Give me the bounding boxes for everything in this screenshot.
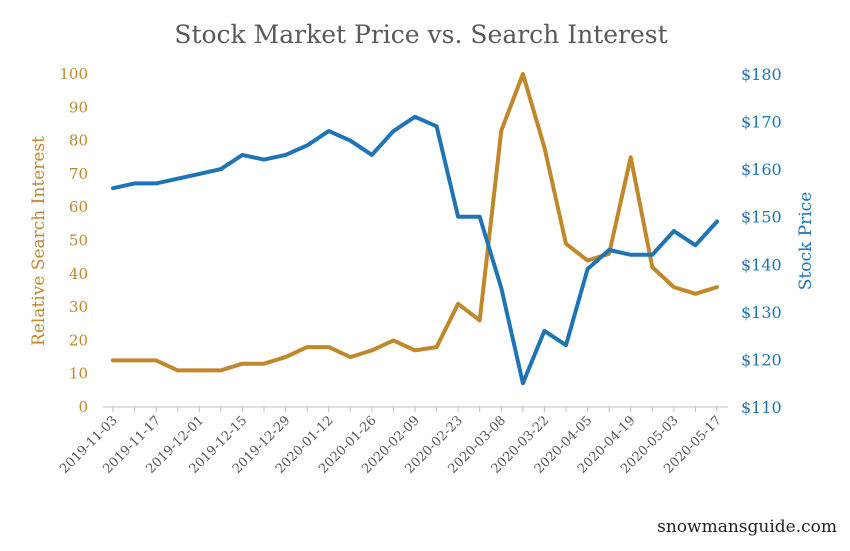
right-tick-label: $140	[741, 255, 782, 274]
series-lines	[111, 72, 719, 386]
left-axis-label: Relative Search Interest	[29, 136, 49, 346]
left-tick-label: 80	[69, 132, 88, 150]
left-tick-label: 40	[69, 265, 88, 283]
right-axis-ticks: $110 $120 $130 $140 $150 $160 $170 $180	[741, 65, 782, 417]
right-tick-label: $110	[741, 398, 782, 417]
chart-title: Stock Market Price vs. Search Interest	[174, 20, 667, 49]
left-tick-label: 0	[78, 398, 88, 416]
left-tick-label: 30	[69, 298, 88, 316]
right-tick-label: $180	[741, 65, 782, 84]
x-axis	[103, 406, 728, 412]
right-tick-label: $150	[741, 208, 782, 227]
right-tick-label: $170	[741, 113, 782, 132]
right-tick-label: $160	[741, 160, 782, 179]
left-tick-label: 100	[59, 65, 88, 83]
stock-price-line	[111, 114, 719, 386]
right-tick-label: $130	[741, 303, 782, 322]
right-axis-label: Stock Price	[796, 192, 816, 291]
left-tick-label: 50	[69, 232, 88, 250]
x-axis-ticks: 2019-11-032019-11-172019-12-012019-12-15…	[57, 413, 725, 477]
left-tick-label: 90	[69, 98, 88, 116]
watermark-text: snowmansguide.com	[657, 517, 837, 537]
left-tick-label: 60	[69, 198, 88, 216]
left-tick-label: 70	[69, 165, 88, 183]
search-interest-line	[111, 72, 719, 373]
left-tick-label: 20	[69, 331, 88, 349]
left-axis-ticks: 0 10 20 30 40 50 60 70 80 90 100	[59, 65, 88, 416]
right-tick-label: $120	[741, 350, 782, 369]
left-tick-label: 10	[69, 365, 88, 383]
